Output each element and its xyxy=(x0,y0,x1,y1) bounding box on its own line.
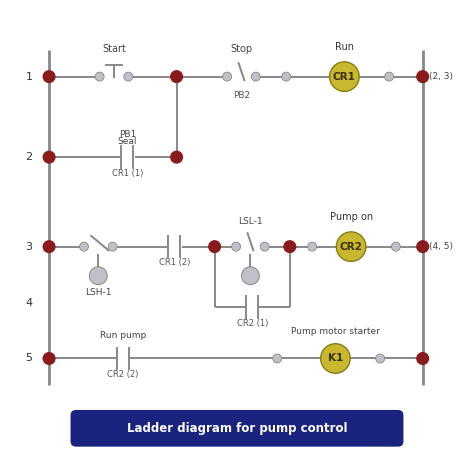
Circle shape xyxy=(392,242,401,251)
Circle shape xyxy=(321,344,350,373)
Circle shape xyxy=(171,71,182,82)
Text: Seal: Seal xyxy=(118,137,137,146)
Text: Pump on: Pump on xyxy=(329,212,373,222)
Circle shape xyxy=(209,241,220,252)
Circle shape xyxy=(417,71,428,82)
Circle shape xyxy=(171,151,182,163)
Circle shape xyxy=(108,242,117,251)
Circle shape xyxy=(376,354,385,363)
Circle shape xyxy=(43,71,55,82)
Text: 5: 5 xyxy=(26,353,32,363)
Text: CR2: CR2 xyxy=(340,241,363,251)
Text: K1: K1 xyxy=(328,353,343,363)
Text: 1: 1 xyxy=(26,72,32,82)
Circle shape xyxy=(43,151,55,163)
Text: Pump motor starter: Pump motor starter xyxy=(291,327,380,336)
Text: CR1: CR1 xyxy=(333,72,356,82)
Text: CR2 (1): CR2 (1) xyxy=(237,319,268,328)
Text: PB1: PB1 xyxy=(119,130,136,139)
Circle shape xyxy=(223,72,232,81)
Circle shape xyxy=(43,241,55,252)
Circle shape xyxy=(308,242,317,251)
Text: Run: Run xyxy=(335,42,354,52)
Circle shape xyxy=(282,72,291,81)
Text: (4, 5): (4, 5) xyxy=(429,242,454,251)
Text: 4: 4 xyxy=(26,298,33,308)
FancyBboxPatch shape xyxy=(71,410,403,447)
Circle shape xyxy=(80,242,89,251)
Text: Stop: Stop xyxy=(230,44,253,54)
Circle shape xyxy=(417,241,428,252)
Text: (2, 3): (2, 3) xyxy=(429,72,454,81)
Circle shape xyxy=(241,267,259,284)
Circle shape xyxy=(417,353,428,364)
Text: Run pump: Run pump xyxy=(100,331,146,340)
Text: 3: 3 xyxy=(26,241,32,251)
Text: CR2 (2): CR2 (2) xyxy=(107,370,138,379)
Text: 2: 2 xyxy=(26,152,33,162)
Circle shape xyxy=(43,353,55,364)
Text: LSH-1: LSH-1 xyxy=(85,288,111,297)
Circle shape xyxy=(273,354,282,363)
Text: PB2: PB2 xyxy=(233,91,250,100)
Circle shape xyxy=(260,242,269,251)
Circle shape xyxy=(95,72,104,81)
Text: LSL-1: LSL-1 xyxy=(238,217,263,226)
Circle shape xyxy=(124,72,133,81)
Circle shape xyxy=(385,72,393,81)
Circle shape xyxy=(89,267,107,284)
Circle shape xyxy=(337,232,366,261)
Text: Ladder diagram for pump control: Ladder diagram for pump control xyxy=(127,422,347,435)
Circle shape xyxy=(251,72,260,81)
Circle shape xyxy=(284,241,296,252)
Text: Start: Start xyxy=(102,44,126,54)
Circle shape xyxy=(232,242,241,251)
Circle shape xyxy=(329,62,359,92)
Text: CR1 (2): CR1 (2) xyxy=(159,258,190,267)
Text: CR1 (1): CR1 (1) xyxy=(112,169,143,178)
